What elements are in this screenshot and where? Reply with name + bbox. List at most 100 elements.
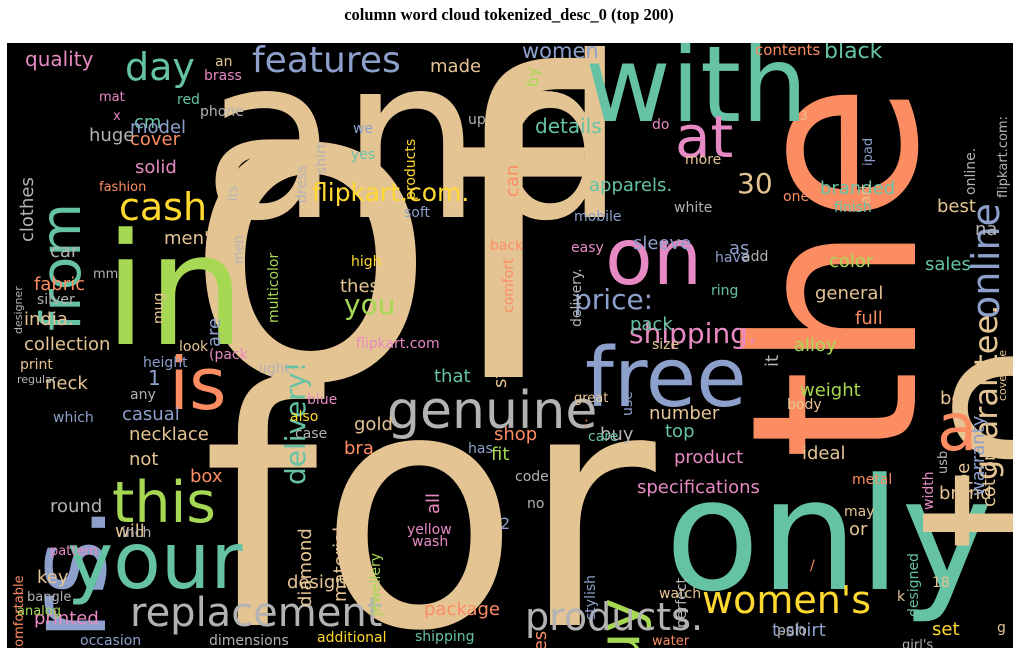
cloud-word: case [295, 426, 328, 442]
cloud-word: stylish [583, 574, 599, 620]
cloud-word: round [50, 496, 103, 517]
cloud-word: for [202, 319, 656, 648]
cloud-word: 1 [148, 366, 161, 390]
cloud-word: and [202, 43, 626, 271]
cloud-word: cover [130, 129, 181, 150]
cloud-word: sleeve [633, 233, 692, 254]
cloud-word: add [742, 249, 769, 265]
chart-title: column word cloud tokenized_desc_0 (top … [344, 5, 674, 24]
cloud-word: made [430, 56, 482, 77]
cloud-word: mug [151, 292, 167, 324]
cloud-word: na [975, 219, 998, 240]
cloud-word: look [179, 339, 209, 355]
cloud-word: back [490, 238, 524, 254]
cloud-word: shipping [415, 629, 475, 645]
cloud-word: sales [925, 254, 971, 275]
cloud-word: : [584, 415, 589, 431]
cloud-word: fit [491, 444, 510, 465]
cloud-word: fashion [99, 180, 147, 195]
cloud-word: width [921, 471, 937, 510]
cloud-word: care [588, 429, 619, 445]
cloud-word: size [652, 337, 680, 353]
cloud-word: easy [571, 240, 604, 256]
cloud-word: multicolor [266, 252, 282, 323]
cloud-word: additional [317, 630, 387, 646]
cloud-word: as [729, 238, 750, 259]
cloud-word: do [652, 117, 670, 133]
cloud-word: printed [34, 608, 99, 629]
cloud-word: red [177, 92, 200, 108]
cloud-word: with [585, 43, 808, 146]
cloud-word: girl's [902, 638, 934, 648]
cloud-word: print [20, 357, 53, 373]
cloud-word: top [665, 421, 695, 442]
cloud-word: brand [939, 483, 992, 504]
cloud-word: occasion [80, 633, 142, 648]
cloud-word: women [522, 43, 599, 63]
cloud-word: full [855, 308, 883, 329]
cloud-word: mobile [574, 209, 622, 225]
cloud-word: which [53, 410, 94, 426]
cloud-word: at [675, 103, 734, 171]
cloud-word: yes [351, 147, 376, 163]
cloud-word: replacement [130, 590, 383, 636]
cloud-word: india. [24, 309, 74, 330]
cloud-word: fabric [34, 274, 86, 295]
cloud-word: regular [17, 373, 57, 386]
cloud-word: comfort [501, 258, 517, 313]
cloud-word: number [649, 403, 720, 424]
cloud-word: shop [494, 424, 538, 445]
cloud-word: men's [164, 228, 219, 249]
cloud-word: pattern [50, 544, 98, 559]
cloud-word: ring [711, 283, 739, 299]
cloud-word: collection [24, 334, 111, 355]
cloud-word: 30 [737, 167, 773, 200]
cloud-word: soft [404, 205, 431, 221]
cloud-word: products. [525, 595, 704, 639]
cloud-word: or [849, 519, 868, 540]
cloud-word: use [620, 391, 636, 416]
cloud-word: cm [134, 112, 162, 133]
cloud-word: its [226, 185, 241, 201]
cloud-word: up [468, 112, 486, 128]
cloud-word: model [130, 117, 187, 138]
cloud-word: by [523, 67, 542, 87]
cloud-word: we [353, 121, 374, 137]
cloud-word: necklace [129, 424, 209, 445]
cloud-word: set [932, 619, 960, 640]
cloud-word: casual [122, 404, 180, 425]
cloud-word: jewellery [368, 553, 384, 616]
cloud-word: only [665, 445, 993, 626]
cloud-word: polo [777, 623, 807, 639]
cloud-word: genuine [387, 381, 598, 441]
cloud-word: t-shirt [772, 620, 826, 641]
cloud-word: car [50, 241, 79, 262]
cloud-word: product [674, 447, 744, 468]
cloud-word: men [232, 235, 247, 264]
cloud-word: flipkart.com: [996, 115, 1011, 198]
cloud-word: usb [936, 450, 951, 474]
cloud-word: mm [93, 267, 119, 282]
cloud-word: features [252, 43, 401, 81]
cloud-word: warranty [968, 415, 989, 496]
cloud-word: brass [204, 68, 242, 84]
cloud-word: these [340, 276, 390, 297]
cloud-word: specifications [637, 477, 760, 498]
cloud-word: online. [963, 147, 979, 195]
cloud-word: any [130, 387, 156, 403]
cloud-word: be [940, 388, 963, 409]
cloud-word: code [515, 469, 549, 485]
cloud-word: solid [135, 157, 177, 178]
cloud-word: it [762, 354, 783, 367]
cloud-word: white [674, 200, 713, 216]
cloud-word: huge [89, 125, 135, 146]
cloud-word: branded [820, 178, 896, 199]
cloud-word: buy [600, 424, 634, 445]
cloud-word: delivery. [569, 268, 585, 327]
cloud-word: flipkart.com [356, 336, 440, 352]
cloud-word: you [344, 288, 396, 321]
cloud-word: alloy [794, 335, 837, 356]
cloud-word: silver [37, 292, 75, 308]
cloud-word: phone [200, 104, 244, 120]
cloud-word: quality [25, 47, 94, 71]
